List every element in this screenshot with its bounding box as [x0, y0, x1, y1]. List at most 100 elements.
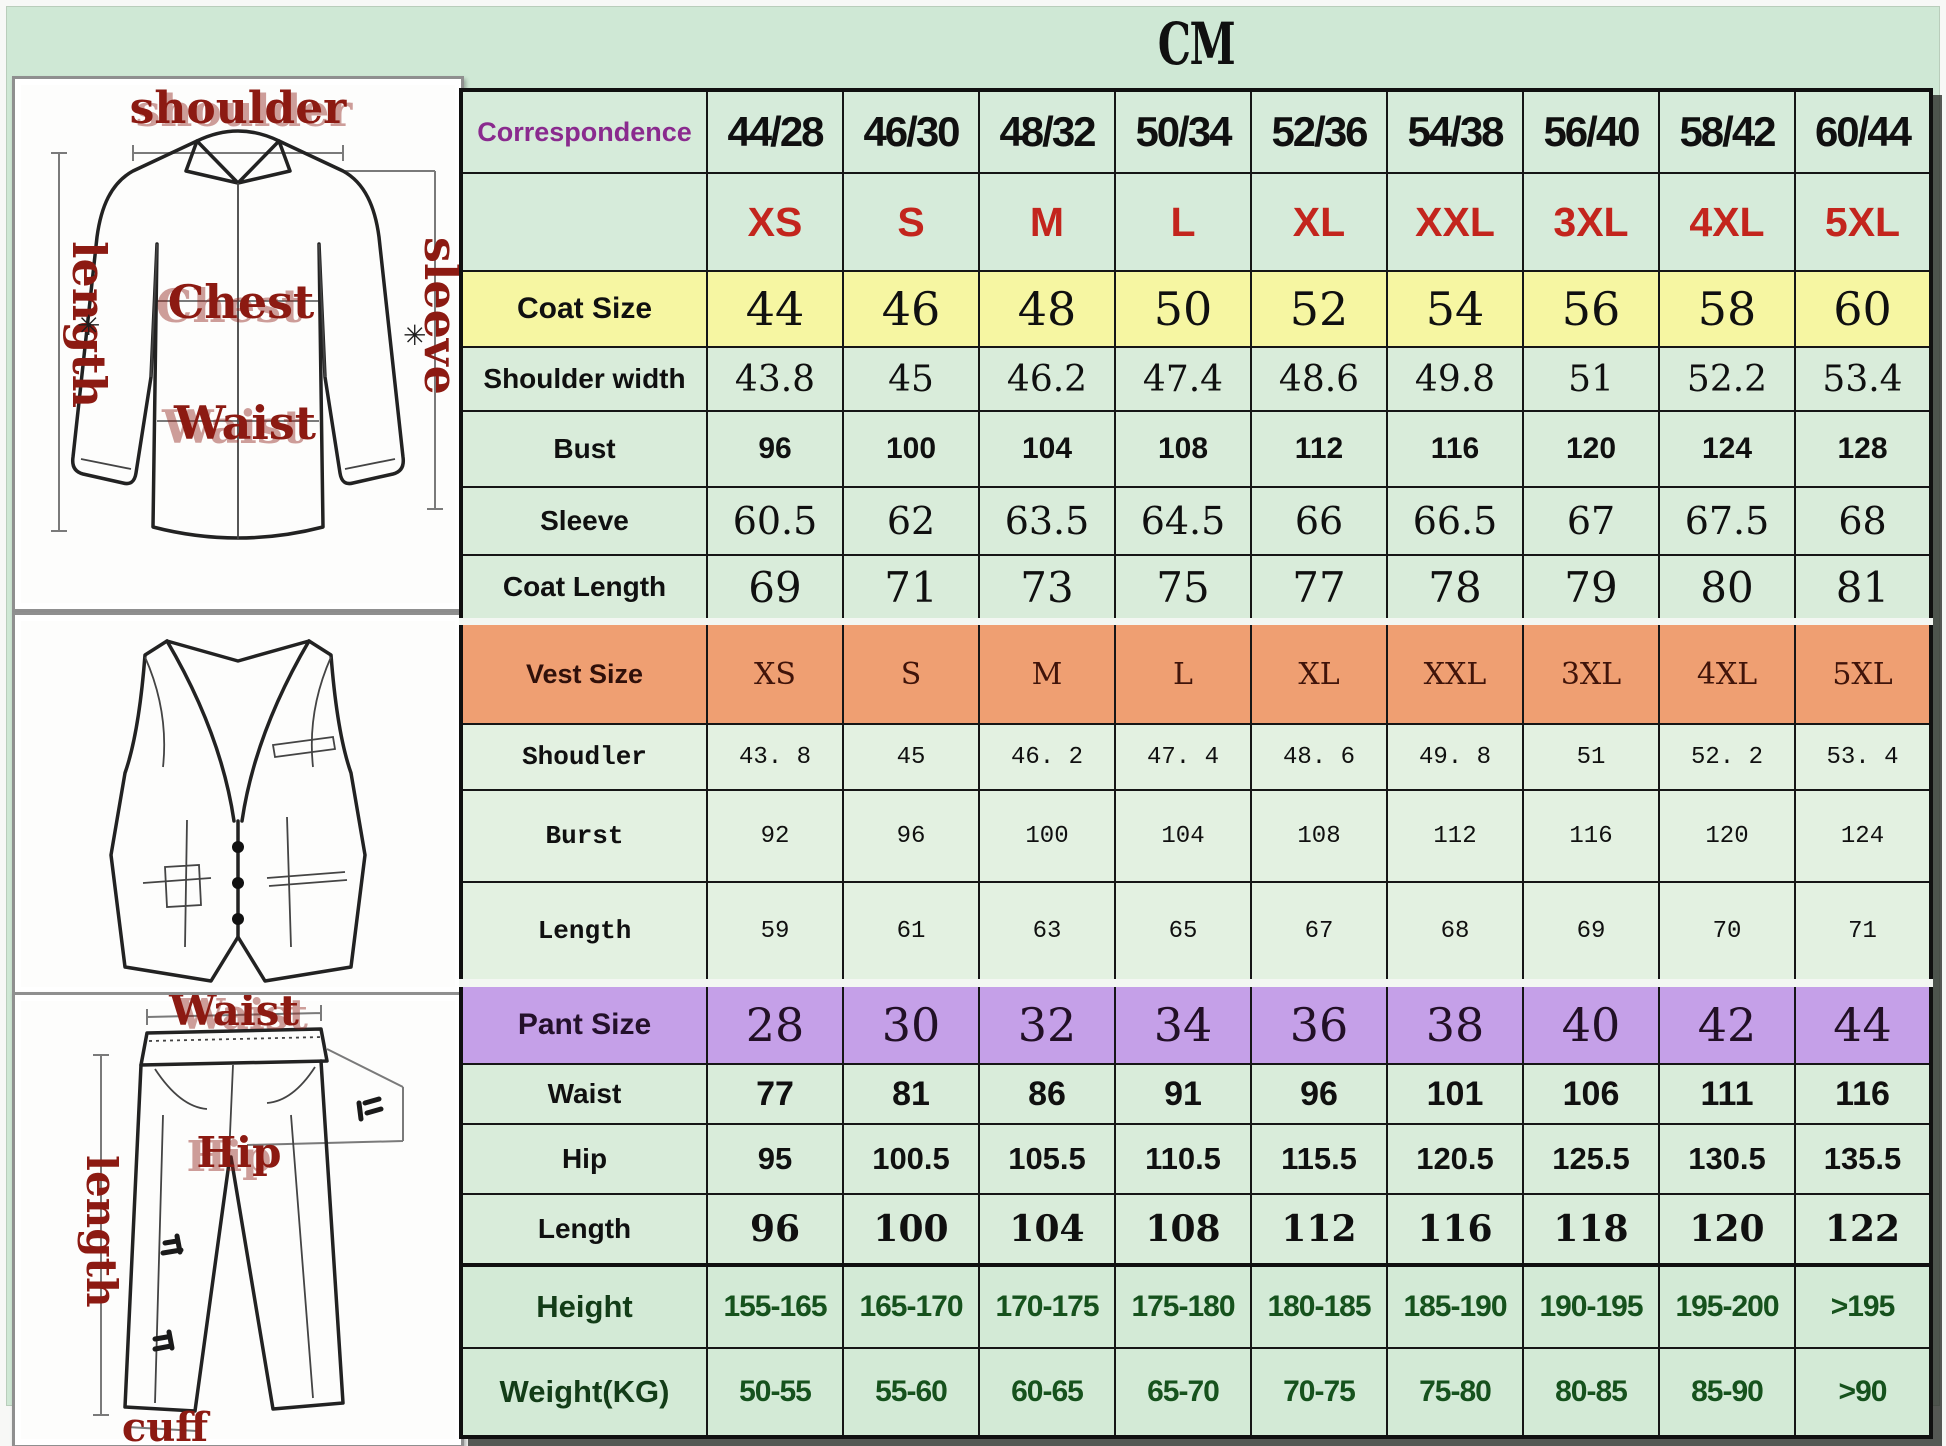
table-row-coat-size: Coat Size 44 46 48 50 52 54 56 58 60 [460, 270, 1932, 348]
shirt-waist-label: Waist [173, 396, 317, 450]
cell-value: 75 [1114, 554, 1252, 623]
row-label: Burst [460, 789, 708, 883]
cell-value: 86 [978, 1063, 1116, 1125]
shirt-collar [184, 129, 292, 185]
stamp-squiggle [152, 1329, 175, 1352]
cell-value: 91 [1114, 1063, 1252, 1125]
cell-value: 3XL [1522, 172, 1660, 272]
vest-armholes [144, 656, 332, 768]
cell-value: 96 [706, 1193, 844, 1266]
pants-length-label: length [77, 1155, 126, 1308]
cell-value: 40 [1522, 979, 1660, 1065]
row-label: Weight(KG) [460, 1347, 708, 1438]
cell-value: 4XL [1658, 172, 1796, 272]
cell-value: XL [1250, 618, 1388, 725]
pants-waistband [139, 1027, 329, 1067]
cell-value: >90 [1794, 1347, 1932, 1438]
cell-value: 81 [842, 1063, 980, 1125]
cell-value: 85-90 [1658, 1347, 1796, 1438]
stamp-squiggle [356, 1096, 384, 1122]
cell-value: 185-190 [1386, 1263, 1524, 1349]
cell-value: 66 [1250, 486, 1388, 556]
table-row-pant-length: Length 96 100 104 108 112 116 118 120 122 [460, 1193, 1932, 1266]
size-chart-table: Correspondence 44/28 46/30 48/32 50/34 52/36 5… [459, 88, 1933, 1439]
cell-value: 104 [1114, 789, 1252, 883]
shirt-waist-label-ghost: Waist [161, 400, 305, 454]
cell-value: 70-75 [1250, 1347, 1388, 1438]
shirt-shoulder-label: shoulder [130, 83, 348, 134]
pants-illustration-panel: Waist Waist length Hip Hip cuff [12, 992, 464, 1446]
cell-value: 30 [842, 979, 980, 1065]
vest-line-drawing [109, 639, 367, 983]
cell-value: 116 [1522, 789, 1660, 883]
cell-value: 28 [706, 979, 844, 1065]
cell-value: 101 [1386, 1063, 1524, 1125]
cell-value: 3XL [1522, 618, 1660, 725]
cell-value: 111 [1658, 1063, 1796, 1125]
cell-value: 60 [1794, 270, 1932, 348]
cell-value: 54 [1386, 270, 1524, 348]
cell-value: 100 [978, 789, 1116, 883]
cell-value: 50 [1114, 270, 1252, 348]
cell-value: 120 [1658, 1193, 1796, 1266]
table-row-waist: Waist 77 81 86 91 96 101 106 111 116 [460, 1063, 1932, 1125]
cell-value: 112 [1250, 1193, 1388, 1266]
shoulder-measure-line [132, 145, 344, 161]
row-label: Pant Size [460, 979, 708, 1065]
row-label [460, 172, 708, 272]
row-label: Correspondence [460, 89, 708, 174]
cell-value: 43. 8 [706, 723, 844, 791]
cell-value: 52. 2 [1658, 723, 1796, 791]
row-label: Length [460, 881, 708, 984]
cell-value: 36 [1250, 979, 1388, 1065]
cell-value: 71 [1794, 881, 1932, 984]
cell-value: 78 [1386, 554, 1524, 623]
cell-value: 120 [1658, 789, 1796, 883]
cell-value: 53.4 [1794, 346, 1932, 412]
cell-value: 48.6 [1250, 346, 1388, 412]
vest-button [232, 841, 244, 853]
cell-value: XXL [1386, 618, 1524, 725]
cell-value: 52 [1250, 270, 1388, 348]
cell-value: L [1114, 172, 1252, 272]
cell-value: 67 [1250, 881, 1388, 984]
cell-value: 47.4 [1114, 346, 1252, 412]
cell-value: 108 [1250, 789, 1388, 883]
shirt-sleeve-label: sleeve [414, 237, 461, 395]
cell-value: 110.5 [1114, 1123, 1252, 1195]
cell-value: 75-80 [1386, 1347, 1524, 1438]
cell-value: 60/44 [1794, 89, 1932, 174]
cell-value: 66.5 [1386, 486, 1524, 556]
cell-value: 104 [978, 1193, 1116, 1266]
table-row-header: Correspondence 44/28 46/30 48/32 50/34 52/36 5… [460, 89, 1932, 174]
cell-value: 95 [706, 1123, 844, 1195]
cell-value: 58/42 [1658, 89, 1796, 174]
cell-value: 67 [1522, 486, 1660, 556]
cell-value: 5XL [1794, 172, 1932, 272]
vest-seams [164, 816, 292, 948]
asterisk-mark-icon: ✳ [77, 309, 100, 342]
cell-value: XS [706, 172, 844, 272]
pants-cuff-label: cuff [122, 1404, 210, 1445]
cell-value: 96 [1250, 1063, 1388, 1125]
cell-value: M [978, 172, 1116, 272]
cell-value: 124 [1658, 410, 1796, 488]
cell-value: 63.5 [978, 486, 1116, 556]
vest-neckline [165, 639, 311, 939]
shirt-shoulder-label-ghost: shoulder [136, 86, 354, 137]
cell-value: 125.5 [1522, 1123, 1660, 1195]
shirt-chest-label-ghost: Chest [156, 279, 303, 333]
table-row-shoulder: Shoulder width 43.8 45 46.2 47.4 48.6 49.8 51 52… [460, 346, 1932, 412]
cell-value: 44 [1794, 979, 1932, 1065]
cell-value: 118 [1522, 1193, 1660, 1266]
cell-value: 59 [706, 881, 844, 984]
row-label: Hip [460, 1123, 708, 1195]
cell-value: 63 [978, 881, 1116, 984]
cell-value: 5XL [1794, 618, 1932, 725]
pants-line-drawing: Waist Waist length Hip Hip cuff [77, 995, 404, 1445]
cell-value: 48 [978, 270, 1116, 348]
cell-value: 44 [706, 270, 844, 348]
cell-value: 55-60 [842, 1347, 980, 1438]
cell-value: 130.5 [1658, 1123, 1796, 1195]
table-row-vest-size: Vest Size XS S M L XL XXL 3XL 4XL 5XL [460, 618, 1932, 725]
